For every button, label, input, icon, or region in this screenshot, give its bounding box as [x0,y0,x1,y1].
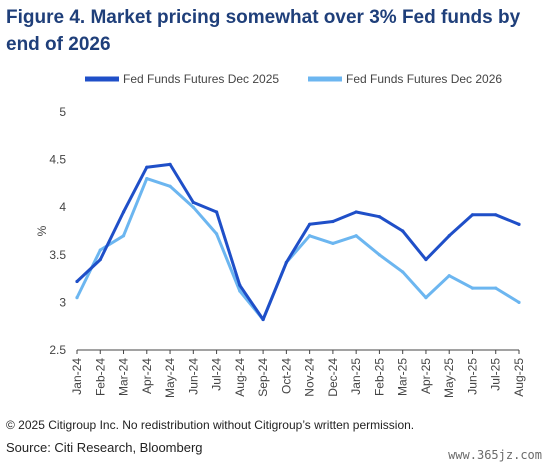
x-tick-label: Apr-25 [419,358,433,394]
x-tick-label: Jul-24 [210,358,224,391]
data-point [377,215,382,219]
y-axis-label: % [35,225,49,236]
data-point [168,162,172,166]
data-point [284,260,288,265]
y-tick-label: 2.5 [49,343,66,357]
y-tick-label: 3 [59,295,66,309]
data-point [331,219,335,224]
x-tick-label: Sep-24 [256,358,270,397]
y-tick-label: 5 [59,105,66,119]
data-point [331,241,335,245]
data-point [470,286,475,290]
line-chart: Fed Funds Futures Dec 2025 Fed Funds Futu… [35,72,526,398]
y-tick-label: 4 [59,200,66,214]
data-point [121,234,126,238]
legend-label-1: Fed Funds Futures Dec 2025 [123,72,279,86]
data-point [214,232,219,236]
data-point [401,229,405,233]
data-point [98,248,102,252]
x-tick-label: Feb-24 [93,358,107,396]
data-point [354,234,358,238]
data-point [98,257,102,262]
x-tick-label: Jan-25 [349,358,363,395]
data-point [424,296,428,300]
data-point [121,210,126,214]
x-tick-label: Oct-24 [279,358,293,394]
y-tick-label: 3.5 [49,248,66,262]
x-tick-label: Dec-24 [326,358,340,397]
data-point [75,279,79,284]
data-point [238,289,242,293]
x-tick-label: Aug-25 [512,358,526,397]
x-tick-label: Feb-25 [372,358,386,396]
legend-label-2: Fed Funds Futures Dec 2026 [346,72,502,86]
data-point [191,200,195,205]
data-point [494,213,498,217]
data-point [494,286,498,290]
x-axis: Jan-24 Feb-24 Mar-24 Apr-24 May-24 Jun-24 Jul-… [70,349,526,398]
source-note: Source: Citi Research, Bloomberg [6,440,203,455]
data-point [424,257,428,262]
data-point [447,234,451,238]
data-point [75,296,79,300]
data-point [238,283,242,287]
chart-title: Figure 4. Market pricing somewhat over 3… [6,7,521,55]
watermark: www.365jz.com [448,448,542,462]
data-point [517,222,521,226]
data-point [168,184,172,188]
data-point [191,205,195,209]
data-point [145,177,149,181]
x-tick-label: Jul-25 [489,358,503,391]
x-tick-label: Aug-24 [233,358,247,397]
series-line-1 [75,162,521,321]
data-point [308,234,312,238]
y-tick-label: 4.5 [49,153,66,167]
x-tick-label: May-24 [163,358,177,398]
x-tick-label: Jan-24 [70,358,84,395]
data-point [447,274,451,278]
x-tick-label: Jun-24 [186,358,200,395]
data-point [214,210,219,214]
data-point [308,222,312,226]
series-lines [75,162,521,322]
legend: Fed Funds Futures Dec 2025 Fed Funds Futu… [85,72,502,86]
x-tick-label: Nov-24 [303,358,317,397]
data-point [354,210,358,214]
x-tick-label: Mar-24 [117,358,131,396]
data-point [401,270,405,274]
data-point [470,213,475,217]
x-tick-label: Mar-25 [396,358,410,396]
x-tick-label: Apr-24 [140,358,154,394]
copyright-note: © 2025 Citigroup Inc. No redistribution … [6,418,415,432]
data-point [261,317,265,322]
series-line-2 [75,177,521,321]
data-point [145,165,149,169]
y-axis: 2.5 3 3.5 4 4.5 5% [35,105,66,357]
x-tick-label: May-25 [442,358,456,398]
data-point [377,253,382,257]
data-point [517,300,521,304]
x-tick-label: Jun-25 [465,358,479,395]
